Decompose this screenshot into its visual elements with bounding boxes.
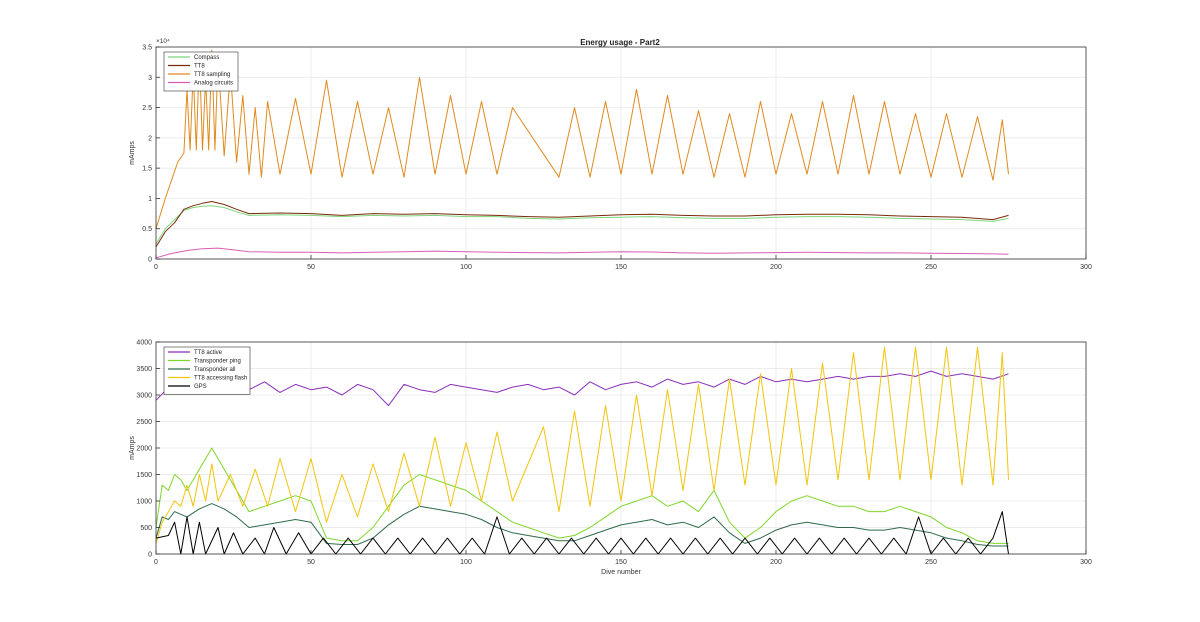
y-tick-label: 0.5	[142, 226, 152, 233]
x-tick-label: 150	[615, 559, 627, 566]
figure-title: Energy usage - Part2	[580, 38, 660, 47]
y-tick-label: 1	[148, 196, 152, 203]
legend	[163, 51, 239, 92]
legend-entry: TT8 sampling	[194, 72, 230, 78]
legend-entry: GPS	[194, 384, 207, 390]
series-line	[155, 503, 1009, 547]
x-tick-label: 0	[154, 264, 158, 271]
y-tick-label: 500	[140, 525, 152, 532]
x-tick-label: 300	[1080, 559, 1092, 566]
y-tick-label: 1500	[136, 472, 152, 479]
legend-entry: Transponder ping	[194, 359, 241, 365]
x-tick-label: 250	[925, 264, 937, 271]
x-tick-label: 100	[460, 264, 472, 271]
x-tick-label: 150	[615, 264, 627, 271]
x-tick-label: 250	[925, 559, 937, 566]
y-tick-label: 4000	[136, 340, 152, 347]
top-plot: 0 50 100 150 200 250 300 0 0.5 1 1.5 2 2.5 3 3.5 ×10⁴ mA…	[129, 38, 1092, 271]
series-line	[155, 247, 1009, 259]
legend-entry: TT8	[194, 64, 205, 70]
y-tick-label: 0	[148, 257, 152, 264]
x-tick-label: 50	[307, 559, 315, 566]
legend-entry: TT8 active	[194, 350, 223, 356]
y-tick-label: 1.5	[142, 166, 152, 173]
y-tick-label: 2	[148, 135, 152, 142]
y-tick-label: 3	[148, 75, 152, 82]
series-line	[155, 205, 1009, 245]
x-tick-label: 50	[307, 264, 315, 271]
series-line	[155, 49, 1009, 229]
y-axis-label: mAmps	[129, 436, 136, 460]
x-tick-label: 0	[154, 559, 158, 566]
x-tick-label: 100	[460, 559, 472, 566]
series-line	[155, 447, 1009, 544]
x-tick-label: 200	[770, 264, 782, 271]
y-axis-label: mAmps	[129, 141, 136, 165]
legend-entry: Compass	[194, 55, 219, 61]
legend-entry: Analog circuits	[194, 81, 233, 87]
y-tick-label: 2000	[136, 446, 152, 453]
y-tick-label: 3.5	[142, 45, 152, 52]
legend-entry: TT8 accessing flash	[194, 376, 247, 382]
y-tick-label: 1000	[136, 499, 152, 506]
y-tick-label: 2.5	[142, 105, 152, 112]
legend-entry: Transponder all	[194, 367, 235, 373]
y-tick-label: 3500	[136, 366, 152, 373]
series-line	[155, 346, 1009, 544]
y-tick-label: 3000	[136, 393, 152, 400]
x-tick-label: 200	[770, 559, 782, 566]
x-tick-label: 300	[1080, 264, 1092, 271]
y-exponent-label: ×10⁴	[156, 38, 170, 45]
bottom-plot: 0 50 100 150 200 250 3000500100015002000250030…	[129, 340, 1092, 577]
x-axis-label: Dive number	[601, 569, 641, 576]
y-tick-label: 0	[148, 552, 152, 559]
series-line	[155, 201, 1009, 248]
y-tick-label: 2500	[136, 419, 152, 426]
series-line	[155, 370, 1009, 407]
